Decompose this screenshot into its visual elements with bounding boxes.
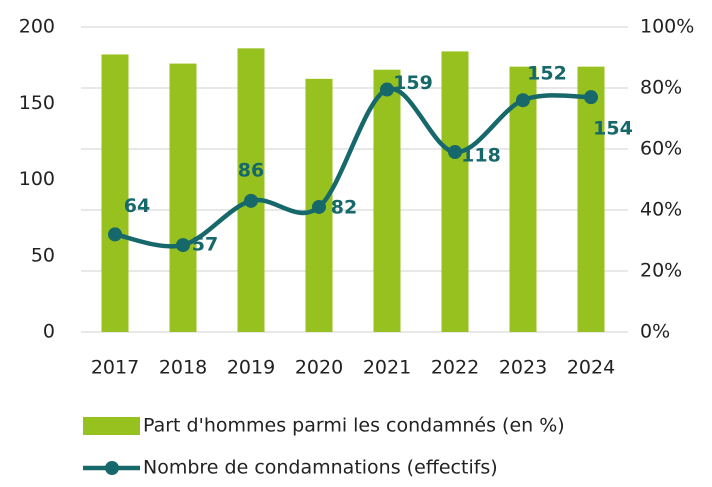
line-marker bbox=[244, 193, 258, 208]
bar bbox=[509, 66, 537, 333]
line-marker bbox=[516, 93, 530, 108]
data-label: 82 bbox=[331, 196, 357, 218]
y-tick-label: 50 bbox=[31, 244, 55, 266]
x-tick-label: 2017 bbox=[91, 357, 139, 379]
y2-tick-label: 20% bbox=[640, 260, 682, 282]
line-marker bbox=[108, 227, 122, 242]
x-tick-label: 2020 bbox=[295, 357, 343, 379]
bar bbox=[169, 63, 197, 332]
bar bbox=[237, 48, 265, 332]
bar bbox=[101, 54, 129, 332]
x-tick-label: 2021 bbox=[363, 357, 411, 379]
line-marker bbox=[176, 238, 190, 253]
y-tick-label: 200 bbox=[19, 16, 55, 38]
line-marker bbox=[584, 90, 598, 105]
line-marker bbox=[312, 199, 326, 214]
line-marker bbox=[448, 145, 462, 160]
legend-swatch-marker bbox=[105, 461, 119, 475]
data-label: 152 bbox=[527, 63, 567, 85]
data-label: 64 bbox=[124, 195, 150, 217]
legend-swatch bbox=[83, 417, 140, 435]
x-tick-label: 2019 bbox=[227, 357, 275, 379]
legend-label: Nombre de condamnations (effectifs) bbox=[143, 457, 498, 479]
x-tick-label: 2024 bbox=[567, 357, 615, 379]
data-label: 57 bbox=[192, 234, 218, 256]
bar bbox=[441, 51, 469, 333]
bar bbox=[577, 66, 605, 333]
y2-tick-label: 60% bbox=[640, 138, 682, 160]
x-tick-label: 2022 bbox=[431, 357, 479, 379]
y-tick-label: 0 bbox=[43, 321, 55, 343]
data-label: 86 bbox=[238, 159, 264, 181]
y2-tick-label: 40% bbox=[640, 199, 682, 221]
data-label: 118 bbox=[461, 145, 501, 167]
y-tick-label: 100 bbox=[19, 168, 55, 190]
bar bbox=[373, 69, 401, 332]
data-label: 159 bbox=[393, 72, 433, 94]
y2-tick-label: 0% bbox=[640, 321, 670, 343]
line bbox=[114, 86, 592, 249]
x-tick-label: 2023 bbox=[499, 357, 547, 379]
y-tick-label: 150 bbox=[19, 92, 55, 114]
legend-label: Part d'hommes parmi les condamnés (en %) bbox=[143, 415, 565, 437]
line-marker bbox=[380, 82, 394, 97]
y2-tick-label: 100% bbox=[640, 16, 694, 38]
data-label: 154 bbox=[593, 118, 633, 140]
x-tick-label: 2018 bbox=[159, 357, 207, 379]
y2-tick-label: 80% bbox=[640, 77, 682, 99]
